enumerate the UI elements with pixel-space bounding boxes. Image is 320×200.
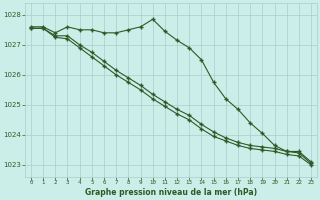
X-axis label: Graphe pression niveau de la mer (hPa): Graphe pression niveau de la mer (hPa) <box>85 188 257 197</box>
